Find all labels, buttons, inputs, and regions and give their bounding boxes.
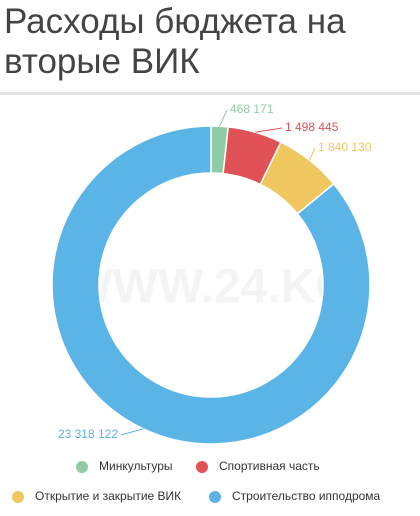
legend-marker [76, 461, 88, 473]
legend-label: Открытие и закрытие ВИК [35, 489, 181, 503]
data-label: 1 840 130 [318, 140, 372, 154]
legend-marker [196, 461, 208, 473]
title-rule [0, 92, 420, 95]
legend-label: Минкультуры [99, 459, 173, 473]
leader-line [219, 109, 228, 127]
leader-line [255, 127, 283, 133]
legend-label: Строительство ипподрома [232, 489, 381, 503]
data-label: 23 318 122 [58, 427, 118, 441]
watermark: WWW.24.KG [67, 261, 352, 314]
leader-line [120, 428, 144, 436]
donut-segment [51, 125, 371, 445]
data-label: 468 171 [230, 102, 274, 116]
leader-line [309, 147, 316, 161]
legend-label: Спортивная часть [219, 459, 320, 473]
chart-title: Расходы бюджета на вторые ВИК [4, 2, 346, 81]
legend-marker [209, 491, 221, 503]
data-label: 1 498 445 [285, 120, 339, 134]
legend-marker [12, 491, 24, 503]
